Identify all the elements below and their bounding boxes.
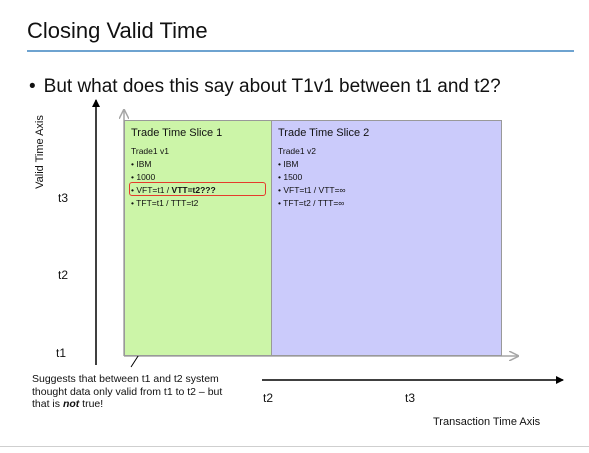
trade-time-slice-2: Trade Time Slice 2 Trade1 v2 • IBM • 150… — [271, 120, 502, 356]
list-item: • IBM — [278, 159, 299, 169]
transaction-tick-t3: t3 — [405, 391, 416, 405]
list-item: • IBM — [131, 159, 152, 169]
transaction-time-axis-label: Transaction Time Axis — [433, 416, 541, 428]
slice-item-list: Trade1 v2 • IBM • 1500 • VFT=t1 / VTT=∞ … — [278, 145, 346, 210]
list-item: • VFT=t1 / VTT=∞ — [278, 185, 346, 195]
highlighted-value: VTT=t2??? — [171, 185, 216, 195]
annotation-note: Suggests that between t1 and t2 system t… — [32, 373, 232, 411]
list-item: Trade1 v1 — [131, 146, 169, 156]
list-item: • 1500 — [278, 172, 303, 182]
footer-divider — [0, 446, 589, 447]
bullet-text: But what does this say about T1v1 betwee… — [43, 76, 501, 97]
list-item: • TFT=t2 / TTT=∞ — [278, 198, 345, 208]
slice-title: Trade Time Slice 1 — [131, 127, 223, 139]
list-item-text: • VFT=t1 / — [131, 185, 172, 195]
bullet-dot-icon: • — [29, 76, 36, 97]
bullet-point: • But what does this say about T1v1 betwe… — [29, 76, 501, 98]
slice-item-list: Trade1 v1 • IBM • 1000 • VFT=t1 / VTT=t2… — [131, 145, 216, 210]
valid-tick-t2: t2 — [58, 268, 69, 282]
valid-tick-t3: t3 — [58, 191, 69, 205]
valid-tick-t1: t1 — [56, 346, 67, 360]
valid-time-axis-label: Valid Time Axis — [34, 115, 46, 189]
note-tail: true! — [79, 398, 104, 410]
list-item: Trade1 v2 — [278, 146, 316, 156]
highlight-box — [129, 182, 266, 196]
slice-title: Trade Time Slice 2 — [278, 127, 370, 139]
trade-time-slice-1: Trade Time Slice 1 Trade1 v1 • IBM • 100… — [124, 120, 272, 356]
transaction-tick-t2: t2 — [263, 391, 274, 405]
list-item: • 1000 — [131, 172, 156, 182]
note-text: Suggests that between t1 and t2 system t… — [32, 373, 223, 410]
title-divider — [27, 50, 574, 52]
list-item: • TFT=t1 / TTT=t2 — [131, 198, 199, 208]
list-item-highlighted: • VFT=t1 / VTT=t2??? — [131, 184, 216, 197]
slide-title: Closing Valid Time — [27, 18, 208, 43]
note-emphasis: not — [62, 398, 80, 410]
